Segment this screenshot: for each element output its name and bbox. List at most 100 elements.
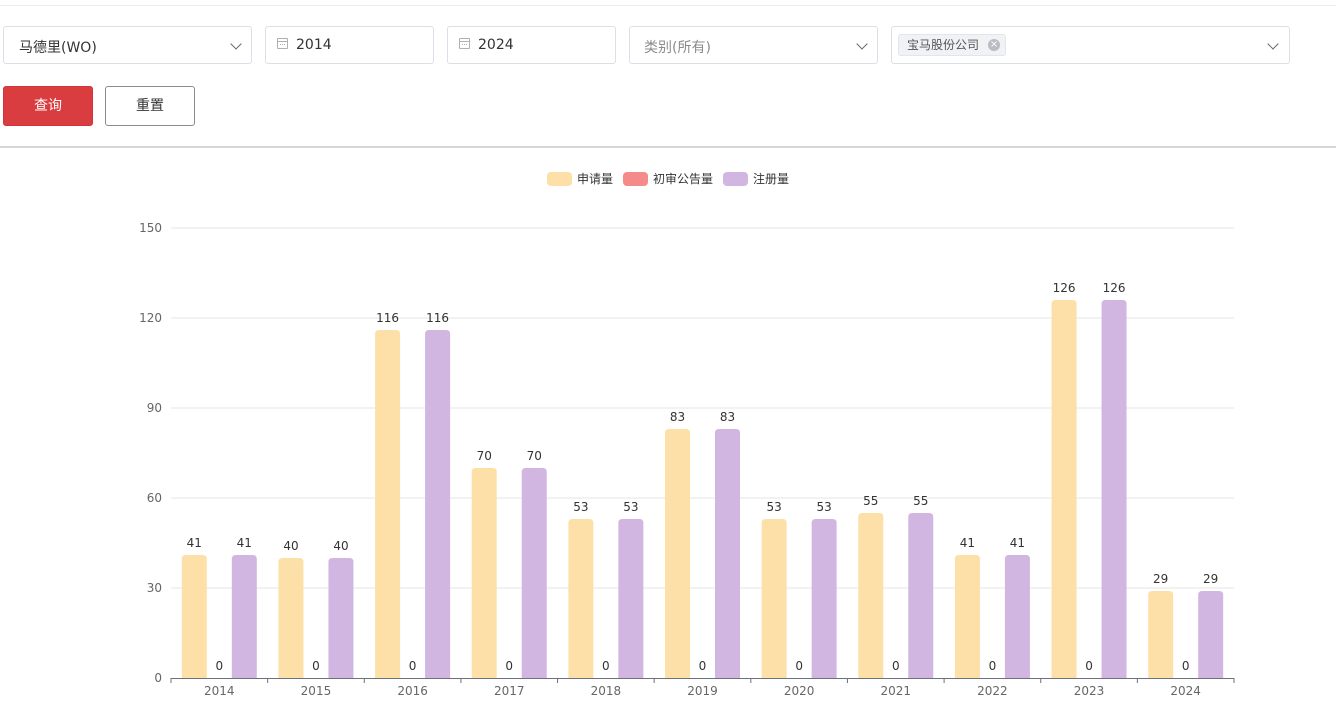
x-tick-label: 2015 <box>301 684 332 698</box>
data-label: 53 <box>766 500 781 514</box>
bar <box>471 468 497 678</box>
bar <box>568 519 594 678</box>
top-border <box>0 5 1336 6</box>
data-label: 53 <box>623 500 638 514</box>
y-tick-label: 30 <box>147 581 162 595</box>
bar <box>715 429 740 678</box>
data-label: 83 <box>670 410 685 424</box>
start-year-picker[interactable]: 2014 <box>265 26 434 64</box>
x-tick-label: 2020 <box>784 684 815 698</box>
reset-button[interactable]: 重置 <box>105 86 195 126</box>
x-tick-label: 2021 <box>880 684 911 698</box>
bar <box>665 429 690 678</box>
bar <box>1051 300 1077 678</box>
start-year-value: 2014 <box>296 37 332 53</box>
data-label: 0 <box>312 659 320 673</box>
data-label: 0 <box>892 659 900 673</box>
query-button[interactable]: 查询 <box>3 86 93 126</box>
data-label: 41 <box>960 536 975 550</box>
chevron-down-icon <box>1267 38 1279 50</box>
data-label: 70 <box>527 449 542 463</box>
data-label: 70 <box>477 449 492 463</box>
data-label: 0 <box>1182 659 1190 673</box>
tag-close-icon[interactable]: × <box>988 39 1001 51</box>
y-tick-label: 90 <box>147 401 162 415</box>
applicant-multiselect[interactable]: 宝马股份公司 × <box>891 26 1290 64</box>
bar <box>328 558 354 678</box>
bar <box>1101 300 1127 678</box>
data-label: 0 <box>699 659 707 673</box>
data-label: 0 <box>1085 659 1093 673</box>
calendar-icon <box>277 38 288 49</box>
bar <box>811 519 837 678</box>
data-label: 0 <box>602 659 610 673</box>
applicant-tag: 宝马股份公司 × <box>898 34 1007 56</box>
legend-swatch <box>547 172 572 186</box>
bar <box>1004 555 1030 678</box>
bar <box>618 519 644 678</box>
x-tick-label: 2017 <box>494 684 525 698</box>
y-tick-label: 150 <box>139 221 162 235</box>
chevron-down-icon <box>230 38 242 50</box>
x-tick-label: 2018 <box>591 684 622 698</box>
category-select[interactable]: 类别(所有) <box>629 26 878 64</box>
data-label: 40 <box>333 539 348 553</box>
data-label: 0 <box>795 659 803 673</box>
data-label: 116 <box>426 311 449 325</box>
data-label: 55 <box>913 494 928 508</box>
data-label: 41 <box>187 536 202 550</box>
data-label: 29 <box>1203 572 1218 586</box>
bar <box>278 558 304 678</box>
data-label: 83 <box>720 410 735 424</box>
bar <box>954 555 980 678</box>
category-select-placeholder: 类别(所有) <box>644 40 711 56</box>
data-label: 55 <box>863 494 878 508</box>
bar <box>231 555 257 678</box>
bar <box>1198 591 1224 678</box>
data-label: 0 <box>409 659 417 673</box>
bar <box>181 555 207 678</box>
data-label: 126 <box>1103 281 1126 295</box>
end-year-picker[interactable]: 2024 <box>447 26 616 64</box>
data-label: 53 <box>816 500 831 514</box>
x-tick-label: 2019 <box>687 684 718 698</box>
data-label: 29 <box>1153 572 1168 586</box>
x-tick-label: 2024 <box>1170 684 1201 698</box>
section-divider <box>0 146 1336 148</box>
data-label: 53 <box>573 500 588 514</box>
end-year-value: 2024 <box>478 37 514 53</box>
bar-chart: 0 30 60 90 120 150 2014 41 0 41 2015 40 0 40 2016 116 0 1… <box>139 171 1235 698</box>
x-tick-label: 2016 <box>397 684 428 698</box>
region-select-value: 马德里(WO) <box>19 40 97 56</box>
data-label: 41 <box>237 536 252 550</box>
data-label: 0 <box>989 659 997 673</box>
data-label: 41 <box>1010 536 1025 550</box>
region-select[interactable]: 马德里(WO) <box>3 26 252 64</box>
legend-label: 初审公告量 <box>653 171 713 186</box>
bar <box>858 513 884 678</box>
calendar-icon <box>459 38 470 49</box>
bar <box>1148 591 1174 678</box>
legend-swatch <box>623 172 648 186</box>
bar <box>761 519 787 678</box>
applicant-tag-label: 宝马股份公司 <box>907 38 980 52</box>
y-tick-label: 0 <box>154 671 162 685</box>
data-label: 0 <box>215 659 223 673</box>
data-label: 116 <box>376 311 399 325</box>
legend-swatch <box>723 172 748 186</box>
data-label: 40 <box>283 539 298 553</box>
x-tick-label: 2023 <box>1074 684 1105 698</box>
legend-label: 申请量 <box>577 172 613 186</box>
data-label: 126 <box>1053 281 1076 295</box>
y-tick-label: 60 <box>147 491 162 505</box>
legend-label: 注册量 <box>753 171 789 186</box>
x-tick-label: 2022 <box>977 684 1008 698</box>
bar <box>425 330 451 678</box>
bar <box>908 513 934 678</box>
chevron-down-icon <box>856 38 868 50</box>
y-tick-label: 120 <box>139 311 162 325</box>
data-label: 0 <box>505 659 513 673</box>
x-tick-label: 2014 <box>204 684 235 698</box>
bar <box>375 330 401 678</box>
bar <box>521 468 547 678</box>
